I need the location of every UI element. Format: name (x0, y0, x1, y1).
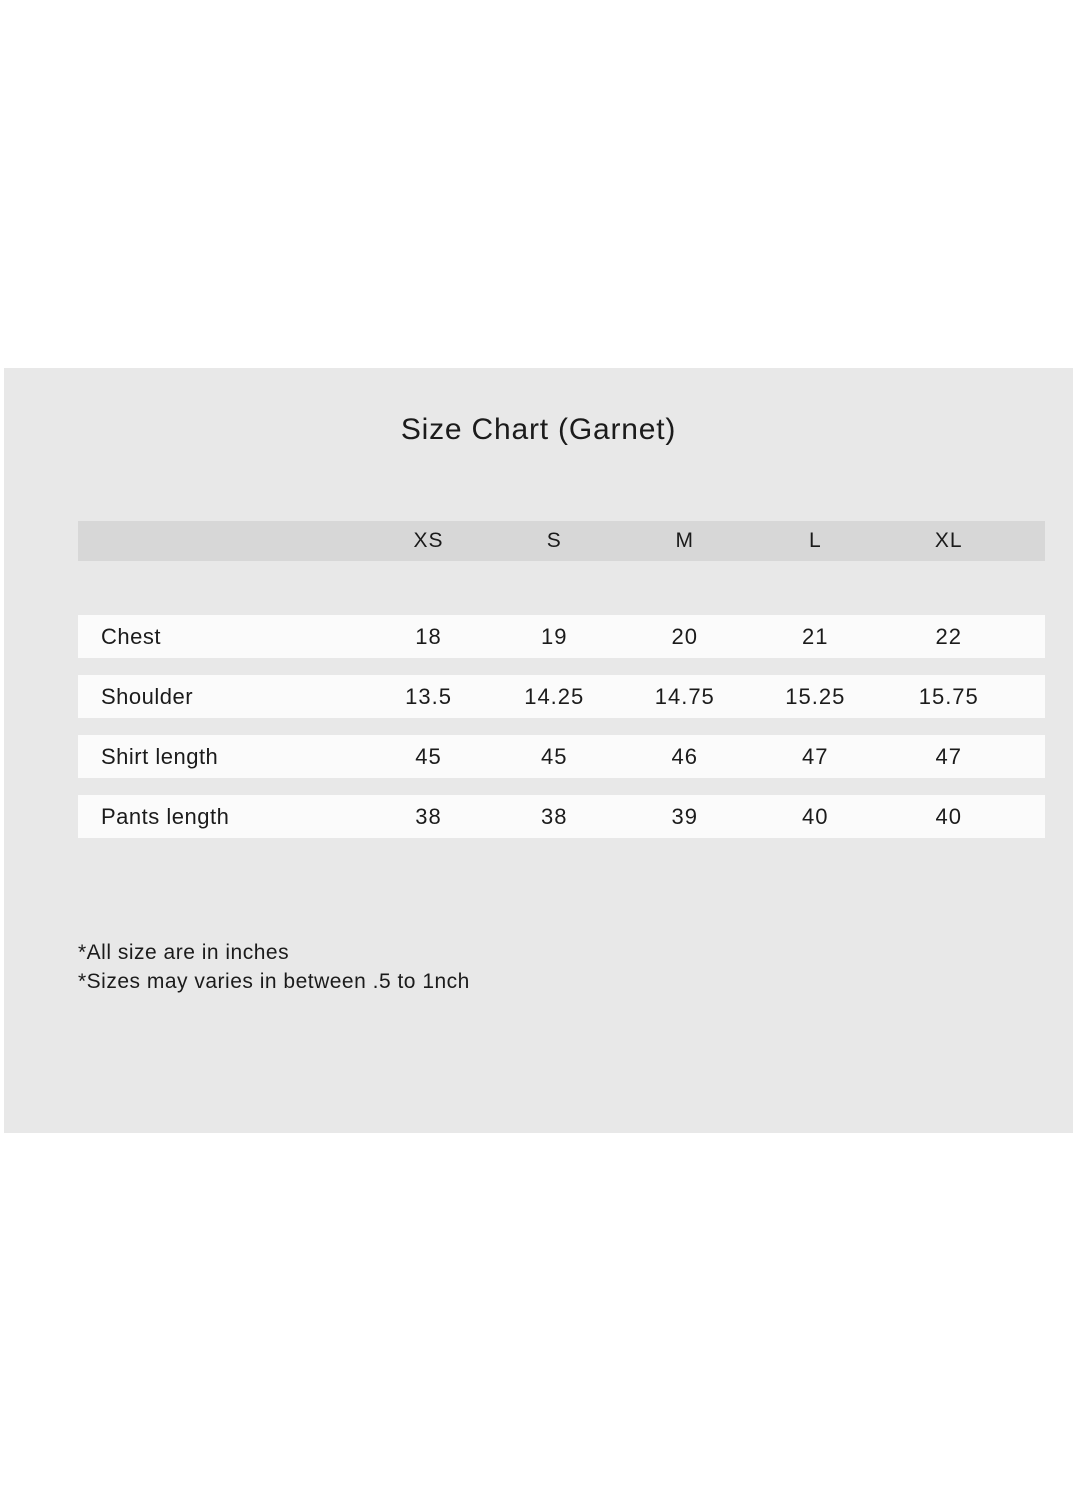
cell-value: 47 (935, 743, 962, 769)
cell-value: 14.25 (524, 683, 585, 709)
size-table-header-row: XS S M L XL (78, 521, 1045, 561)
cell-value: 38 (415, 803, 442, 829)
header-col-xs: XS (413, 529, 444, 552)
row-label: Shoulder (101, 683, 194, 709)
table-row-chest: Chest 18 19 20 21 22 (78, 615, 1045, 658)
footnotes: *All size are in inches *Sizes may varie… (78, 938, 470, 996)
size-chart-panel: Size Chart (Garnet) XS S M L XL Chest 18… (4, 368, 1073, 1133)
table-row-shoulder: Shoulder 13.5 14.25 14.75 15.25 15.75 (78, 675, 1045, 718)
header-col-l: L (808, 529, 822, 552)
cell-value: 47 (802, 743, 829, 769)
row-label: Pants length (101, 803, 230, 829)
cell-value: 14.75 (654, 683, 715, 709)
row-label: Chest (101, 623, 161, 649)
cell-value: 46 (671, 743, 698, 769)
cell-value: 45 (415, 743, 442, 769)
cell-value: 45 (540, 743, 568, 769)
size-chart-title: Size Chart (Garnet) (400, 413, 677, 446)
table-row-shirt-length: Shirt length 45 45 46 47 47 (78, 735, 1045, 778)
cell-value: 15.75 (918, 683, 979, 709)
footnote-units: *All size are in inches (78, 941, 290, 964)
size-table: XS S M L XL Chest 18 19 20 21 22 Shoulde… (78, 521, 1045, 855)
cell-value: 39 (671, 803, 698, 829)
cell-value: 22 (935, 623, 962, 649)
cell-value: 21 (802, 623, 829, 649)
table-row-pants-length: Pants length 38 38 39 40 40 (78, 795, 1045, 838)
header-col-s: S (546, 529, 562, 552)
cell-value: 13.5 (405, 683, 452, 709)
cell-value: 38 (540, 803, 568, 829)
cell-value: 19 (540, 623, 568, 649)
header-col-m: M (675, 529, 695, 552)
footnote-tolerance: *Sizes may varies in between .5 to 1nch (78, 970, 470, 993)
cell-value: 15.25 (785, 683, 846, 709)
cell-value: 40 (802, 803, 829, 829)
header-col-xl: XL (934, 529, 963, 552)
cell-value: 18 (415, 623, 442, 649)
cell-value: 40 (935, 803, 962, 829)
row-label: Shirt length (101, 743, 219, 769)
cell-value: 20 (671, 623, 698, 649)
header-gap (78, 561, 1045, 615)
